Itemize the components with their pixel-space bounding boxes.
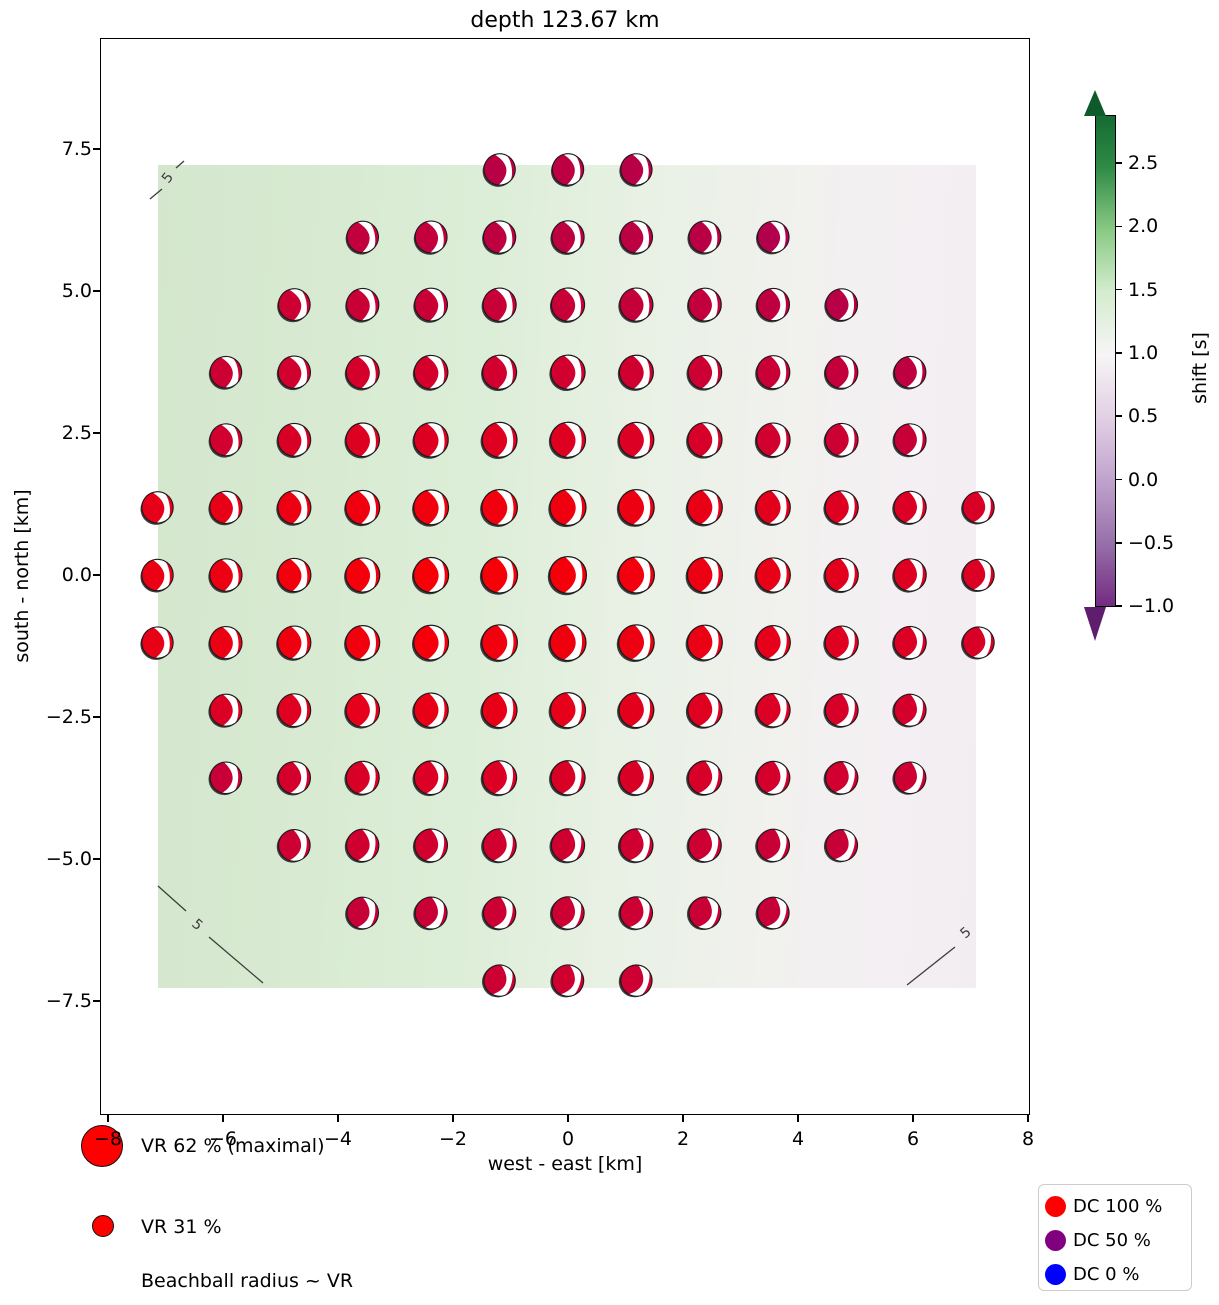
colorbar-tick-mark — [1116, 288, 1122, 291]
colorbar-tick-mark — [1116, 162, 1122, 164]
vr-max-label: VR 62 % (maximal) — [141, 1135, 325, 1157]
y-tick-label: 7.5 — [61, 138, 92, 160]
colorbar-tick-label: 1.5 — [1128, 278, 1159, 301]
x-tick-mark — [797, 1115, 799, 1122]
x-tick-label: −8 — [93, 1128, 123, 1150]
x-tick-mark — [1027, 1115, 1029, 1122]
colorbar-tick-label: −0.5 — [1128, 531, 1175, 554]
dc-50-label: DC 50 % — [1073, 1229, 1151, 1251]
dc-legend-row: DC 50 % — [1045, 1223, 1191, 1257]
y-tick-label: 0.0 — [61, 564, 92, 586]
vr-mid-label: VR 31 % — [141, 1216, 222, 1238]
colorbar-tick-label: 2.0 — [1128, 215, 1159, 238]
x-tick-label: 4 — [791, 1128, 805, 1150]
x-tick-mark — [452, 1115, 454, 1122]
colorbar-tick-label: 2.5 — [1128, 152, 1159, 174]
colorbar-tick-mark — [1116, 542, 1122, 544]
colorbar-tick-mark — [1116, 478, 1122, 481]
x-tick-label: 6 — [906, 1128, 920, 1150]
y-tick-label: −7.5 — [45, 990, 92, 1012]
x-tick-label: −6 — [208, 1128, 238, 1150]
y-tick-mark — [93, 432, 100, 434]
colorbar-tick-mark — [1116, 415, 1122, 417]
x-tick-mark — [567, 1115, 569, 1122]
dc-100-marker — [1045, 1195, 1066, 1217]
x-tick-mark — [337, 1115, 339, 1122]
y-tick-mark — [93, 858, 100, 860]
colorbar-tick-label: 0.5 — [1128, 405, 1159, 428]
colorbar-tick-mark — [1116, 225, 1122, 228]
x-tick-label: −4 — [323, 1128, 353, 1150]
y-tick-mark — [93, 716, 100, 718]
y-tick-label: 2.5 — [61, 422, 92, 444]
vr-max-marker — [81, 1125, 123, 1167]
x-tick-mark — [107, 1115, 109, 1122]
y-axis-label: south - north [km] — [11, 489, 33, 663]
dc-legend-row: DC 100 % — [1045, 1189, 1191, 1223]
y-tick-label: −2.5 — [45, 706, 92, 728]
dc-50-marker — [1045, 1229, 1066, 1251]
colorbar-tick-mark — [1116, 605, 1122, 607]
vr-mid-marker — [92, 1215, 114, 1237]
colorbar-tick-label: 0.0 — [1128, 468, 1159, 491]
dc-legend-row: DC 0 % — [1045, 1257, 1191, 1291]
colorbar-tick-label: −1.0 — [1128, 595, 1175, 618]
y-tick-label: −5.0 — [45, 848, 92, 870]
y-tick-label: 5.0 — [61, 280, 92, 302]
y-tick-mark — [93, 148, 100, 150]
x-axis-label: west - east [km] — [487, 1153, 643, 1175]
colorbar-extend-up-arrow — [1084, 90, 1106, 116]
y-tick-mark — [93, 574, 100, 576]
colorbar-tick-mark — [1116, 352, 1122, 354]
plot-title: depth 123.67 km — [470, 8, 660, 33]
x-tick-mark — [682, 1115, 684, 1122]
colorbar-tick-label: 1.0 — [1128, 341, 1159, 364]
colorbar-label: shift [s] — [1189, 332, 1211, 404]
dc-0-label: DC 0 % — [1073, 1263, 1140, 1285]
axes-frame — [100, 38, 1030, 1115]
x-tick-label: 2 — [676, 1128, 690, 1150]
colorbar — [1095, 115, 1116, 607]
colorbar-extend-down-arrow — [1084, 607, 1106, 641]
y-tick-mark — [93, 290, 100, 292]
dc-0-marker — [1045, 1263, 1066, 1285]
x-tick-label: 8 — [1021, 1128, 1035, 1150]
x-tick-mark — [912, 1115, 914, 1122]
x-tick-label: 0 — [561, 1128, 575, 1150]
x-tick-mark — [222, 1115, 224, 1122]
y-tick-mark — [93, 1000, 100, 1002]
dc-legend: DC 100 % DC 50 % DC 0 % — [1038, 1184, 1192, 1291]
x-tick-label: −2 — [438, 1128, 468, 1150]
vr-note: Beachball radius ~ VR — [141, 1270, 354, 1292]
dc-100-label: DC 100 % — [1073, 1195, 1163, 1217]
